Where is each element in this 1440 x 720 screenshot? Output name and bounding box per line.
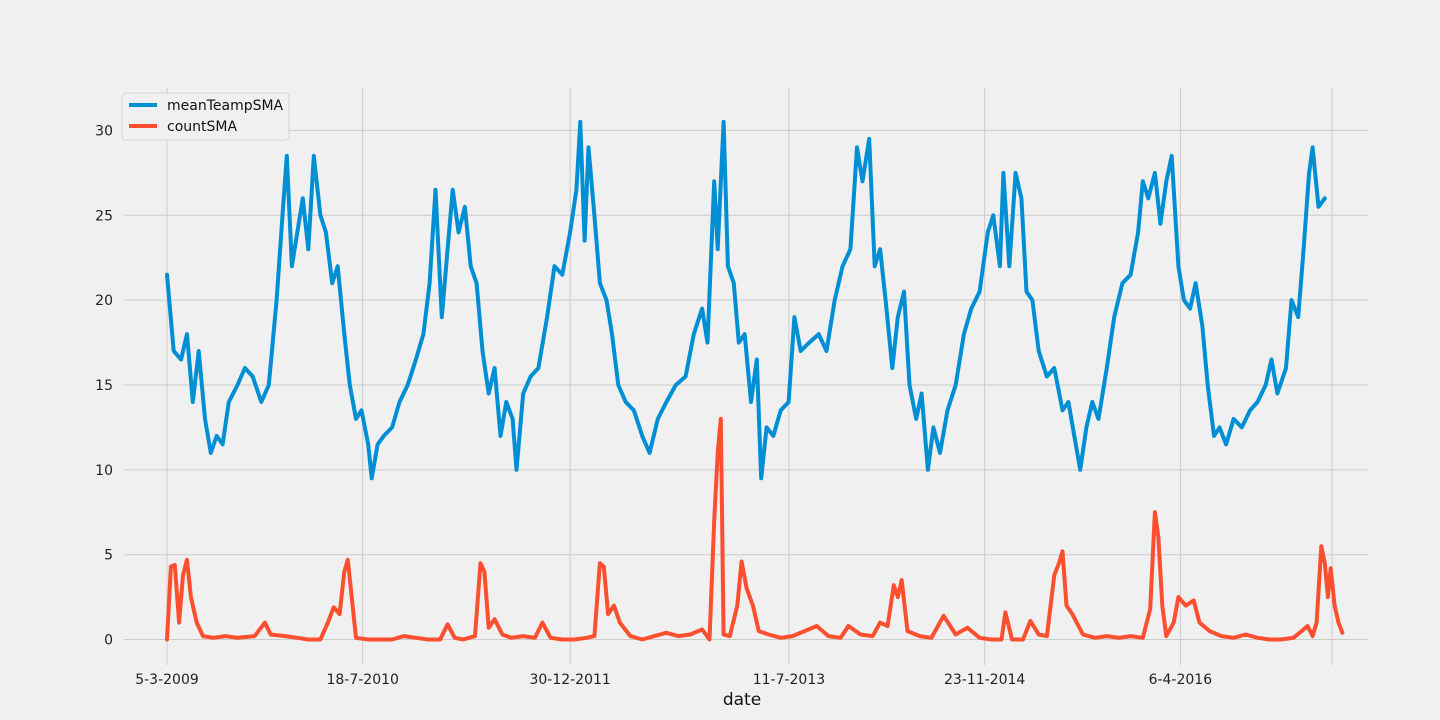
- x-tick-label: 18-7-2010: [326, 672, 398, 688]
- series-line-countsma: [165, 416, 1345, 642]
- x-axis-ticks: 5-3-2009 18-7-2010 30-12-2011 11-7-2013 23-1…: [135, 672, 1212, 688]
- series-lines: [165, 119, 1345, 642]
- y-tick-label: 25: [95, 208, 113, 224]
- x-tick-label: 30-12-2011: [529, 672, 610, 688]
- legend: meanTeampSMA countSMA: [121, 92, 290, 141]
- y-tick-label: 30: [95, 123, 113, 139]
- x-tick-label: 11-7-2013: [753, 672, 825, 688]
- y-tick-label: 0: [104, 633, 113, 649]
- y-tick-label: 15: [95, 378, 113, 394]
- x-tick-label: 5-3-2009: [135, 672, 199, 688]
- legend-box: [121, 92, 290, 141]
- series-line-meanteampsma: [165, 119, 1327, 481]
- y-tick-label: 5: [104, 548, 113, 564]
- y-tick-label: 10: [95, 463, 113, 479]
- y-tick-label: 20: [95, 293, 113, 309]
- y-axis-ticks: 0 5 10 15 20 25 30: [95, 123, 113, 648]
- legend-label-meanteampsma: meanTeampSMA: [167, 98, 284, 114]
- x-tick-label: 6-4-2016: [1149, 672, 1213, 688]
- x-tick-label: 23-11-2014: [944, 672, 1025, 688]
- x-axis-label: date: [723, 690, 761, 710]
- legend-label-countsma: countSMA: [167, 119, 237, 135]
